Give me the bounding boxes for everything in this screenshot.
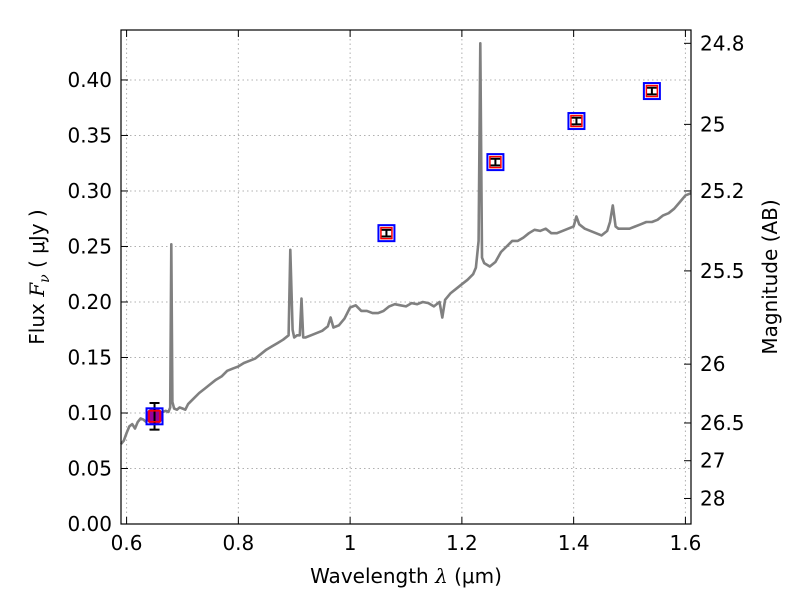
photometry-marker-outer — [567, 112, 586, 131]
y2-tick-label: 26.5 — [700, 411, 745, 435]
x-tick-label: 1.4 — [558, 531, 590, 555]
x-axis-label: Wavelength λ (μm) — [310, 564, 502, 588]
photometry-marker-outer — [377, 224, 396, 243]
x-tick-label: 1 — [344, 531, 357, 555]
photometry-marker-outer — [486, 153, 505, 172]
y-tick-label: 0.30 — [67, 179, 112, 203]
axis-ticks: 0.6 0.8 1 1.2 1.4 1.6 0.00 0.05 0.10 0.15 0.20 0.25… — [67, 30, 745, 555]
photometry-marker-outer — [642, 82, 661, 101]
photometry-marker-inner — [380, 226, 393, 240]
x-tick-label: 0.6 — [111, 531, 143, 555]
y-axis-subscript: ν — [37, 274, 53, 283]
y2-tick-label: 26 — [700, 352, 725, 376]
x-axis-symbol: λ — [434, 564, 448, 588]
y2-tick-label: 25.2 — [700, 179, 745, 203]
x-tick-label: 1.2 — [446, 531, 478, 555]
y-tick-label: 0.15 — [67, 345, 112, 369]
y2-axis-label: Magnitude (AB) — [758, 199, 782, 354]
photometry-marker-inner — [645, 84, 659, 98]
axes-frame — [120, 29, 692, 525]
y-tick-label: 0.25 — [67, 234, 112, 258]
y2-tick-label: 25 — [700, 112, 725, 136]
spectrum-line — [119, 41, 692, 445]
y-tick-label: 0.10 — [67, 401, 112, 425]
photometry-marker-inner — [570, 114, 583, 128]
y2-tick-label: 27 — [700, 449, 725, 473]
photometry-marker-inner — [489, 155, 502, 169]
y-tick-label: 0.05 — [67, 456, 112, 480]
y-axis-label: Flux Fν ( μJy ) — [25, 209, 53, 344]
y-tick-label: 0.20 — [67, 290, 112, 314]
plot-area — [119, 41, 692, 445]
x-tick-label: 0.8 — [222, 531, 254, 555]
photometry-marker-outer — [145, 407, 164, 426]
photometry-marker-inner — [148, 410, 161, 423]
y2-tick-label: 24.8 — [700, 31, 745, 55]
y-tick-label: 0.35 — [67, 123, 112, 147]
y2-tick-label: 28 — [700, 486, 725, 510]
y2-tick-label: 25.5 — [700, 259, 745, 283]
y-tick-label: 0.00 — [67, 512, 112, 536]
y-tick-label: 0.40 — [67, 68, 112, 92]
y-axis-symbol: F — [25, 282, 49, 298]
x-tick-label: 1.6 — [670, 531, 702, 555]
